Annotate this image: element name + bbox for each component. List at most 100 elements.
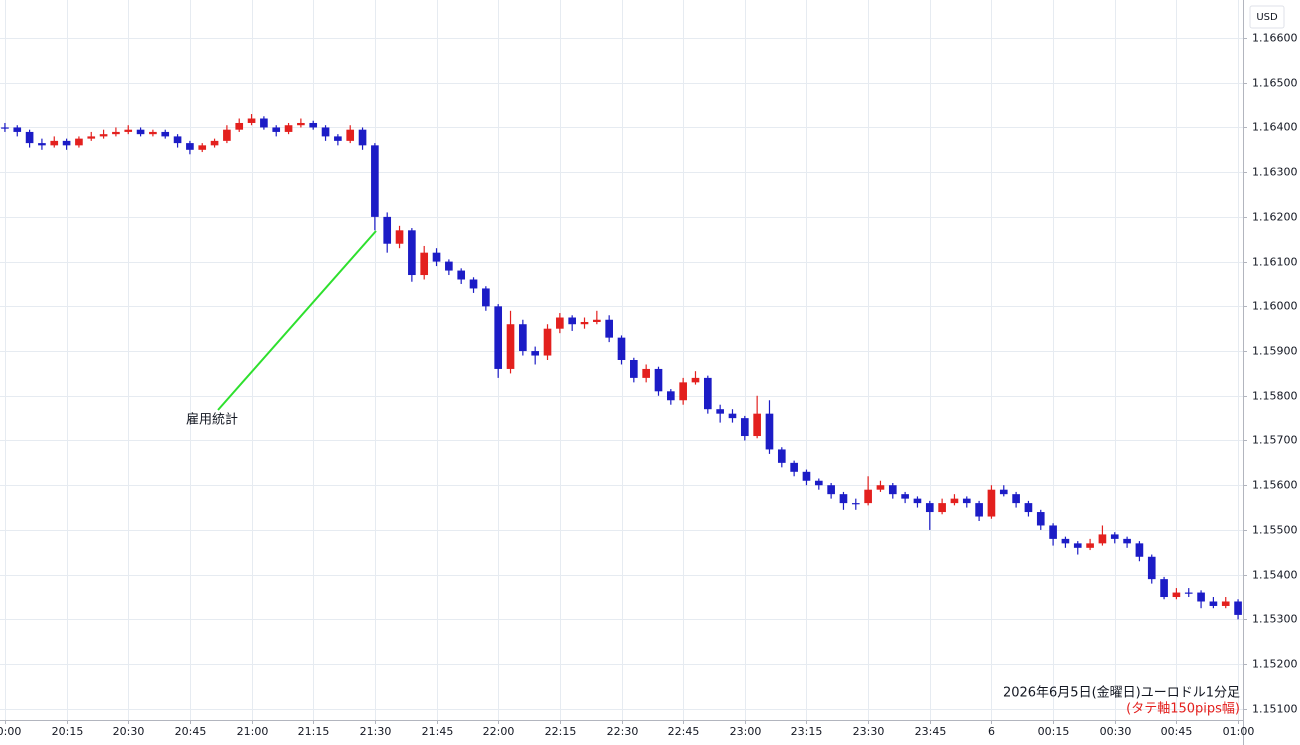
candle-body (284, 125, 293, 132)
y-tick-label: 1.15300 (1252, 613, 1298, 626)
candle-body (975, 503, 983, 517)
candle-body (580, 321, 589, 325)
candle-body (1135, 543, 1144, 557)
x-tick-label: 00:30 (1100, 725, 1132, 738)
candle-body (494, 306, 503, 369)
x-tick-label: 23:15 (791, 725, 823, 738)
candle-body (790, 462, 798, 472)
candle-body (1184, 592, 1193, 594)
annotation-label: 雇用統計 (186, 412, 238, 428)
candle-body (260, 118, 268, 128)
y-tick-label: 1.16100 (1252, 256, 1298, 269)
y-tick-label: 1.16200 (1252, 211, 1298, 224)
candle-body (1049, 525, 1057, 539)
candle-body (13, 127, 22, 132)
candle-body (999, 489, 1008, 495)
candle-body (432, 252, 441, 262)
candle-body (802, 471, 811, 481)
candle-body (186, 143, 194, 150)
candle-body (962, 498, 971, 504)
candle-body (740, 418, 749, 437)
x-tick-label: 21:30 (360, 725, 392, 738)
candle-body (938, 503, 946, 513)
x-tick-label: 22:00 (483, 725, 515, 738)
currency-box (1249, 5, 1285, 29)
candle-body (1098, 534, 1107, 544)
x-tick-label: 22:30 (607, 725, 639, 738)
y-tick-label: 1.15200 (1252, 658, 1298, 671)
candle-body (346, 129, 355, 141)
candle-body (888, 485, 897, 495)
candle-body (1024, 503, 1033, 513)
candle-body (112, 131, 120, 135)
candle-body (297, 122, 305, 126)
candle-body (667, 391, 675, 401)
candle-body (1012, 494, 1020, 504)
candle-body (149, 131, 157, 135)
candle-body (925, 503, 934, 513)
x-tick-label: 21:15 (298, 725, 330, 738)
candle-body (383, 216, 392, 244)
x-tick-label: 00:45 (1161, 725, 1193, 738)
y-tick-label: 1.15100 (1252, 703, 1298, 716)
candle-body (371, 145, 379, 217)
candle-body (839, 494, 848, 504)
x-tick-label: 01:00 (1223, 725, 1255, 738)
candle-body (630, 360, 638, 378)
candle-body (321, 127, 330, 137)
candle-body (716, 409, 724, 414)
candle-body (691, 377, 700, 383)
candle-body (679, 382, 687, 401)
x-tick-label: 23:30 (853, 725, 885, 738)
candle-body (1110, 534, 1119, 539)
candle-body (1234, 601, 1242, 615)
y-tick-label: 1.15800 (1252, 390, 1298, 403)
candle-body (753, 413, 761, 437)
candle-body (605, 319, 613, 338)
x-tick-label: 20:15 (52, 725, 84, 738)
candle-body (99, 134, 108, 137)
candle-body (1061, 538, 1070, 544)
x-tick-label: 20:30 (113, 725, 145, 738)
candle-body (568, 317, 576, 325)
candle-body (531, 351, 540, 356)
candle-body (1209, 601, 1218, 606)
candle-body (334, 136, 342, 141)
candle-body (1197, 592, 1205, 602)
candle-body (654, 368, 663, 392)
y-tick-label: 1.16300 (1252, 166, 1298, 179)
y-tick-label: 1.15600 (1252, 479, 1298, 492)
y-tick-label: 1.15400 (1252, 569, 1298, 582)
y-tick-label: 1.15500 (1252, 524, 1298, 537)
candle-body (876, 485, 885, 490)
candle-body (457, 270, 466, 280)
candle-body (901, 494, 909, 499)
y-tick-label: 1.15900 (1252, 345, 1298, 358)
candle-body (987, 489, 996, 517)
candle-body (25, 131, 34, 144)
candle-body (1160, 579, 1168, 598)
caption-note: (タテ軸150pips幅) (1126, 702, 1240, 717)
candle-body (309, 122, 318, 128)
x-tick-label: 22:15 (545, 725, 577, 738)
y-tick-label: 1.15700 (1252, 434, 1298, 447)
candle-body (124, 129, 133, 132)
candle-body (395, 230, 404, 244)
candle-body (814, 480, 823, 486)
candle-body (543, 328, 552, 356)
candle-body (703, 377, 712, 410)
candle-body (247, 118, 256, 123)
candle-body (1221, 601, 1230, 606)
x-tick-label: 23:45 (915, 725, 947, 738)
candle-body (198, 145, 207, 150)
candle-body (556, 317, 564, 329)
candle-body (950, 498, 959, 504)
candle-body (1073, 543, 1082, 548)
candle-body (469, 279, 478, 289)
candle-body (728, 413, 737, 419)
candle-body (210, 140, 219, 146)
x-tick-label: 23:00 (730, 725, 762, 738)
candle-body (1172, 592, 1181, 598)
x-tick-label: 21:45 (422, 725, 454, 738)
